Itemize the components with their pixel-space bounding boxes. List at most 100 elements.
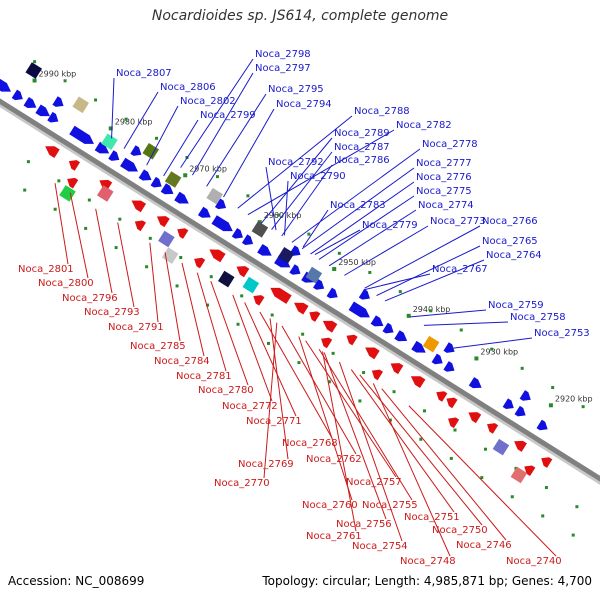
kbp-tick-label: 2930 kbp — [480, 347, 518, 356]
forward-gene-label: Noca_2798 — [255, 49, 311, 60]
marker-dot-top — [276, 213, 280, 217]
forward-gene-arrow — [348, 301, 370, 318]
summary-text: Topology: circular; Length: 4,985,871 bp… — [262, 574, 592, 588]
marker-dot-top — [155, 136, 159, 140]
reverse-gene-label: Noca_2740 — [506, 556, 562, 567]
marker-dot-top — [581, 405, 585, 409]
reverse-gene-arrow — [156, 216, 170, 228]
forward-label-connector — [384, 259, 485, 302]
reverse-gene-label: Noca_2768 — [282, 438, 338, 449]
feature-box — [422, 335, 440, 353]
forward-gene-arrow — [160, 183, 174, 195]
forward-gene-arrow — [274, 254, 291, 268]
reverse-label-connector — [149, 242, 159, 323]
reverse-gene-label: Noca_2769 — [238, 459, 294, 470]
forward-gene-arrow — [150, 176, 162, 188]
kbp-tick-mark — [332, 266, 337, 271]
reverse-gene-arrow — [99, 179, 113, 191]
kbp-tick-label: 2980 kbp — [115, 117, 153, 126]
feature-box — [492, 438, 510, 456]
forward-gene-label: Noca_2783 — [330, 200, 386, 211]
forward-gene-label: Noca_2792 — [268, 157, 324, 168]
forward-gene-arrow — [370, 315, 384, 327]
reverse-label-connector — [196, 272, 227, 372]
feature-box — [510, 466, 528, 484]
reverse-label-connector — [269, 318, 289, 460]
forward-label-connector — [364, 225, 481, 289]
forward-gene-label: Noca_2764 — [486, 250, 542, 261]
reverse-label-connector — [372, 383, 451, 557]
reverse-gene-arrow — [524, 465, 536, 477]
forward-gene-arrow — [536, 419, 548, 431]
reverse-gene-arrow — [309, 311, 321, 322]
forward-gene-arrow — [130, 145, 142, 156]
reverse-gene-arrow — [487, 423, 499, 434]
forward-gene-arrow — [120, 157, 138, 172]
forward-gene-arrow — [443, 342, 455, 353]
marker-dot-bottom — [544, 486, 548, 490]
marker-dot-bottom — [423, 409, 427, 413]
accession-text: Accession: NC_008699 — [8, 574, 145, 588]
kbp-tick-label: 2920 kbp — [555, 394, 593, 403]
forward-gene-arrow — [23, 97, 37, 109]
reverse-gene-label: Noca_2757 — [346, 477, 402, 488]
forward-gene-arrow — [241, 234, 254, 245]
reverse-gene-label: Noca_2762 — [306, 454, 362, 465]
forward-gene-arrow — [394, 330, 408, 342]
marker-dot-bottom-outer — [419, 437, 423, 441]
feature-box — [158, 230, 175, 248]
forward-label-connector — [206, 93, 267, 187]
marker-dot-bottom-outer — [206, 303, 210, 307]
map-title: Nocardioides sp. JS614, complete genome — [151, 8, 449, 24]
reverse-gene-label: Noca_2772 — [222, 401, 278, 412]
marker-dot-top — [398, 290, 402, 294]
kbp-tick-mark — [32, 78, 37, 83]
marker-dot-top — [215, 175, 219, 179]
reverse-gene-arrow — [253, 295, 265, 306]
reverse-gene-label: Noca_2801 — [18, 264, 74, 275]
reverse-label-connector — [305, 340, 397, 478]
reverse-gene-label: Noca_2750 — [432, 525, 488, 536]
forward-gene-arrow — [174, 191, 189, 204]
marker-dot-bottom-outer — [297, 361, 301, 365]
forward-gene-arrow — [358, 289, 370, 300]
marker-dot-top — [368, 270, 372, 274]
reverse-label-connector — [323, 352, 387, 520]
marker-dot-bottom — [87, 198, 91, 202]
forward-label-connector — [363, 273, 431, 291]
reverse-gene-arrow — [346, 334, 358, 346]
marker-dot-bottom — [362, 371, 366, 375]
forward-gene-arrow — [214, 198, 227, 210]
marker-dot-bottom-outer — [388, 418, 392, 422]
reverse-gene-label: Noca_2800 — [38, 278, 94, 289]
forward-label-connector — [310, 181, 415, 255]
kbp-tick-mark — [183, 173, 188, 178]
reverse-label-connector — [298, 336, 353, 501]
reverse-gene-label: Noca_2761 — [306, 531, 362, 542]
reverse-gene-arrow — [294, 302, 309, 315]
reverse-gene-arrow — [321, 337, 333, 349]
marker-dot-bottom-outer — [327, 380, 331, 384]
marker-dot-bottom — [118, 217, 122, 221]
marker-dot-bottom-outer — [53, 207, 57, 211]
forward-label-connector — [271, 151, 333, 230]
marker-dot-bottom-outer — [571, 533, 575, 537]
reverse-gene-arrow — [45, 146, 60, 158]
reverse-label-connector — [381, 388, 507, 541]
reverse-gene-arrow — [134, 220, 146, 232]
marker-dot-bottom-outer — [266, 341, 270, 345]
marker-dot-top — [246, 194, 250, 198]
marker-dot-top — [33, 60, 37, 64]
marker-dot-bottom-outer — [114, 246, 118, 250]
forward-label-connector — [163, 119, 199, 177]
kbp-tick-mark — [108, 126, 113, 131]
forward-gene-label: Noca_2787 — [334, 142, 390, 153]
reverse-label-connector — [95, 208, 113, 294]
reverse-label-connector — [244, 302, 297, 417]
forward-gene-label: Noca_2806 — [160, 82, 216, 93]
forward-gene-arrow — [289, 264, 301, 275]
forward-label-connector — [247, 129, 395, 216]
marker-dot-bottom-outer — [449, 456, 453, 460]
kbp-tick-label: 2970 kbp — [189, 164, 227, 173]
